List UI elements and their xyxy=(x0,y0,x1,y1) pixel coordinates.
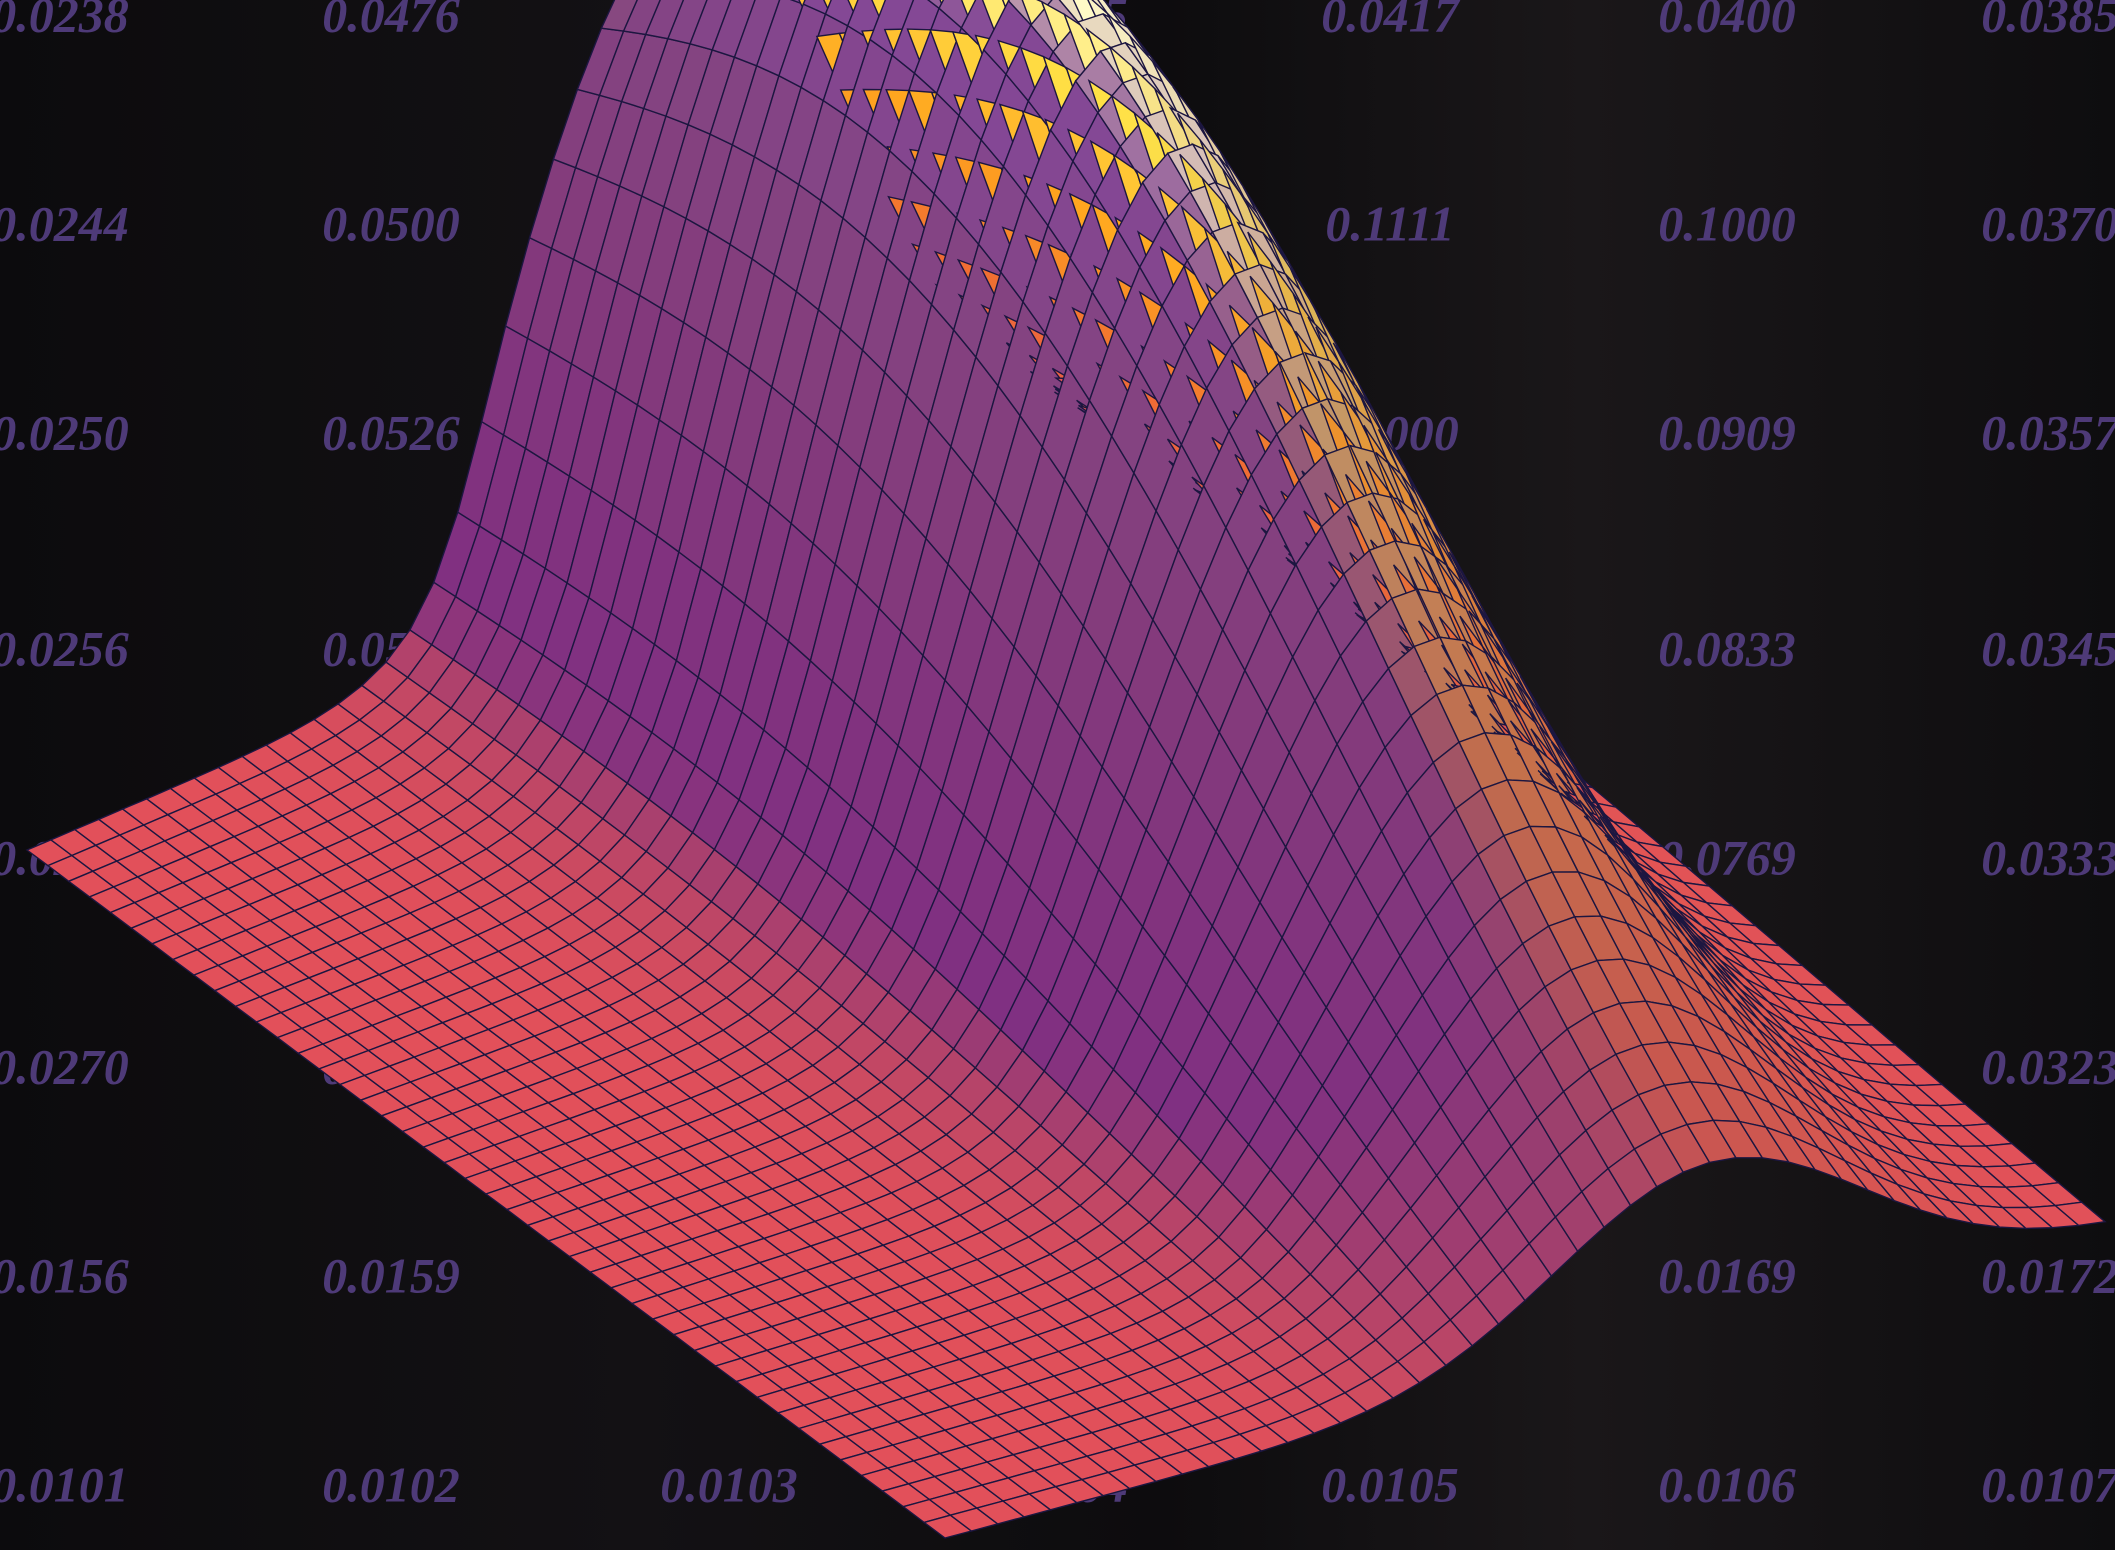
background-number: 0.0333 xyxy=(1981,829,2115,885)
background-number: 0.0345 xyxy=(1981,620,2115,676)
background-number: 0.0256 xyxy=(0,620,129,676)
background-number: 0.0244 xyxy=(0,195,129,251)
surface-cell xyxy=(622,0,661,36)
surface-cell xyxy=(600,0,638,32)
background-number: 0.0156 xyxy=(0,1247,129,1303)
background-number: 0.0400 xyxy=(1658,0,1796,42)
background-number: 0.0107 xyxy=(1981,1456,2115,1512)
background-number: 0.0357 xyxy=(1981,404,2115,460)
background-number: 0.0105 xyxy=(1321,1456,1459,1512)
surface-cell xyxy=(689,0,732,51)
background-number: 0.0172 xyxy=(1981,1247,2115,1303)
surface-mesh xyxy=(25,0,2107,1539)
surface-cell xyxy=(644,0,685,40)
background-number: 0.0323 xyxy=(1981,1038,2115,1094)
background-number: 0.1111 xyxy=(1325,195,1454,251)
background-number: 0.0385 xyxy=(1981,0,2115,42)
background-number: 0.0101 xyxy=(0,1456,129,1512)
background-number: 0.0909 xyxy=(1658,404,1796,460)
background-number: 0.0370 xyxy=(1981,195,2115,251)
surface-cell xyxy=(666,0,708,45)
background-number: 0.0833 xyxy=(1658,620,1796,676)
surface-cell xyxy=(711,0,756,59)
surface-cell xyxy=(2053,1201,2107,1227)
background-number: 0.0102 xyxy=(322,1456,460,1512)
background-number: 0.0417 xyxy=(1321,0,1461,42)
background-number: 0.0106 xyxy=(1658,1456,1796,1512)
surface-cell xyxy=(733,0,781,67)
background-number: 0.0238 xyxy=(0,0,129,42)
surface-cell xyxy=(802,0,832,15)
background-number: 0.1000 xyxy=(1658,195,1796,251)
surface-cell xyxy=(869,0,915,57)
background-number: 0.0169 xyxy=(1658,1247,1796,1303)
background-number: 0.0526 xyxy=(322,404,460,460)
background-number: 0.0270 xyxy=(0,1038,129,1094)
background-number: 0.0159 xyxy=(322,1247,460,1303)
background-number: 0.0500 xyxy=(322,195,460,251)
background-number: 0.0250 xyxy=(0,404,129,460)
background-number: 0.0476 xyxy=(322,0,460,42)
background-number: 0.0103 xyxy=(660,1456,798,1512)
